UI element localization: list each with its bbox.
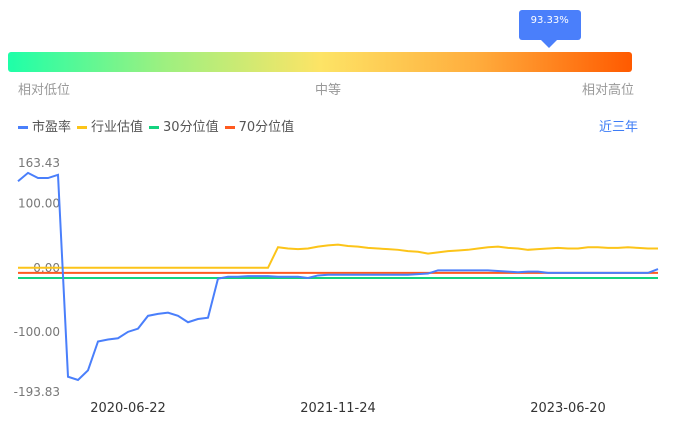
legend-item[interactable]: 70分位值 [224, 116, 294, 135]
legend-item[interactable]: 行业估值 [77, 116, 143, 135]
y-tick-label: -193.83 [14, 385, 60, 399]
x-tick-label: 2021-11-24 [300, 401, 376, 416]
series-line-1 [18, 243, 658, 269]
y-tick-label: 100.00 [18, 197, 60, 211]
y-tick-label: -100.00 [14, 325, 60, 339]
high-label: 相对高位 [582, 83, 635, 98]
series-line-0 [17, 171, 659, 382]
range-selector-button[interactable]: 近三年 [599, 120, 639, 135]
x-tick-label: 2020-06-22 [90, 401, 166, 416]
legend-item[interactable]: 市盈率 [18, 116, 71, 135]
x-tick-label: 2023-06-20 [530, 401, 606, 416]
low-label: 相对低位 [18, 83, 71, 98]
mid-label: 中等 [315, 83, 342, 98]
percentile-gradient-bar [8, 52, 632, 72]
percentile-tooltip: 93.33% [518, 10, 581, 48]
legend: 市盈率 行业估值 30分位值 70分位值 [18, 116, 294, 135]
y-tick-label: 163.43 [18, 156, 60, 170]
legend-item[interactable]: 30分位值 [149, 116, 219, 135]
